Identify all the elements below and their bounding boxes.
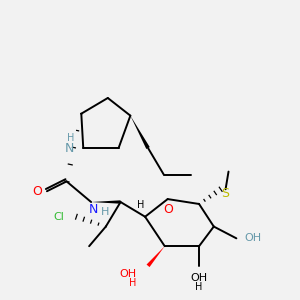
Text: S: S	[222, 187, 230, 200]
Polygon shape	[130, 116, 150, 149]
Text: H: H	[129, 278, 136, 289]
Polygon shape	[91, 200, 121, 204]
Text: O: O	[164, 203, 174, 216]
Text: Cl: Cl	[54, 212, 64, 222]
Text: N: N	[65, 142, 74, 154]
Text: H: H	[67, 133, 74, 143]
Text: N: N	[88, 203, 98, 216]
Text: OH: OH	[244, 233, 261, 243]
Text: OH: OH	[190, 273, 208, 283]
Text: OH: OH	[119, 269, 136, 279]
Text: H: H	[137, 200, 145, 210]
Text: H: H	[195, 282, 203, 292]
Text: H: H	[101, 207, 109, 217]
Text: O: O	[32, 185, 42, 198]
Polygon shape	[146, 246, 165, 267]
